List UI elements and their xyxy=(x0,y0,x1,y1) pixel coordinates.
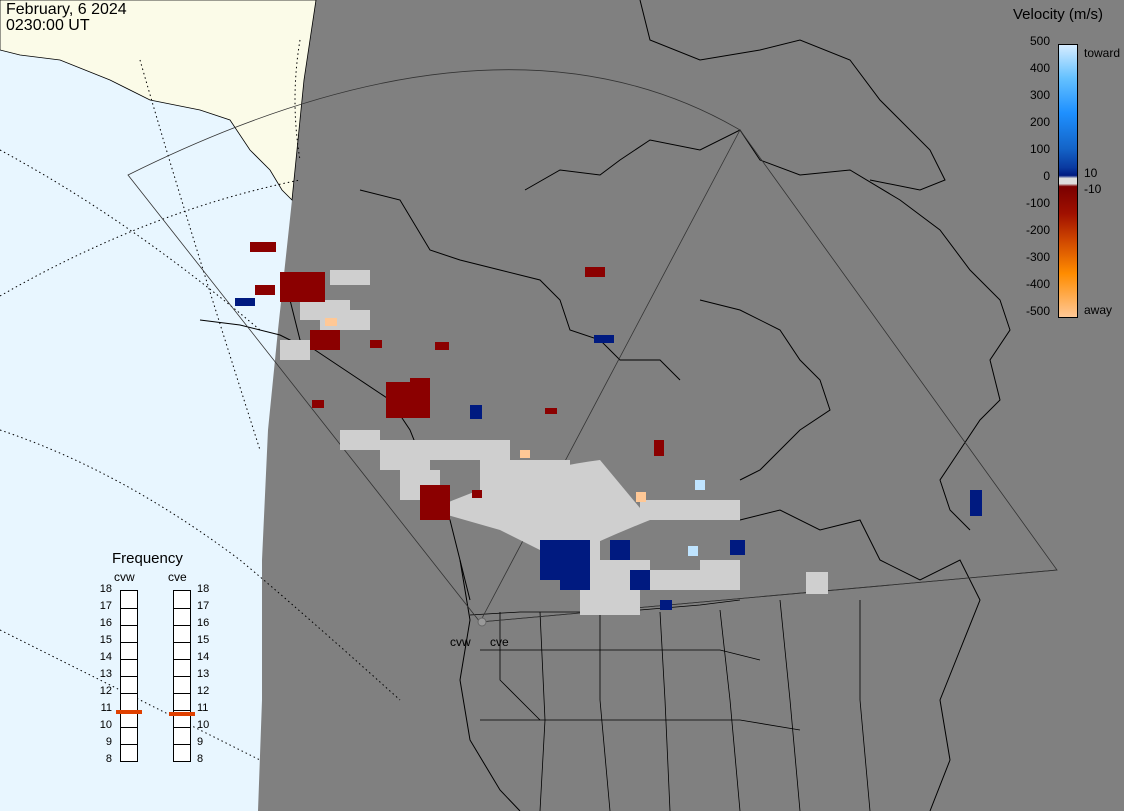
tick-inner-neg: -10 xyxy=(1084,182,1102,196)
velocity-tick: -400 xyxy=(1025,277,1050,291)
frequency-scale-box xyxy=(120,590,138,762)
plot-time: 0230:00 UT xyxy=(6,17,90,34)
frequency-tick: 12 xyxy=(197,685,210,697)
frequency-tick: 10 xyxy=(197,719,210,731)
frequency-tick: 16 xyxy=(197,617,210,629)
frequency-tick: 13 xyxy=(99,668,112,680)
frequency-tick: 8 xyxy=(105,753,112,765)
velocity-tick: -200 xyxy=(1025,223,1050,237)
frequency-tick: 14 xyxy=(197,651,210,663)
velocity-toward-cells xyxy=(235,298,982,610)
frequency-tick: 18 xyxy=(197,583,210,595)
frequency-tick: 11 xyxy=(197,702,209,714)
frequency-tick: 10 xyxy=(99,719,112,731)
alaska-land xyxy=(0,0,317,201)
velocity-tick: 300 xyxy=(1029,88,1050,102)
land-mass xyxy=(258,0,1124,811)
velocity-tick: 100 xyxy=(1029,142,1050,156)
station-marker xyxy=(477,617,487,627)
freq-radar-label-cve: cve xyxy=(168,570,187,584)
frequency-tick: 18 xyxy=(99,583,112,595)
velocity-tick: -100 xyxy=(1025,196,1050,210)
velocity-tick: 500 xyxy=(1029,34,1050,48)
frequency-marker xyxy=(169,712,195,717)
velocity-tick: 0 xyxy=(1043,169,1050,183)
frequency-tick: 14 xyxy=(99,651,112,663)
station-label-cvw: cvw xyxy=(450,635,471,649)
velocity-lightblue-cells xyxy=(688,480,705,556)
frequency-scale-box xyxy=(173,590,191,762)
toward-label: toward xyxy=(1084,46,1121,60)
velocity-tick: -500 xyxy=(1025,304,1050,318)
velocity-light-cells xyxy=(325,318,646,502)
velocity-colorbar xyxy=(1058,44,1078,318)
frequency-tick: 16 xyxy=(99,617,112,629)
frequency-tick: 8 xyxy=(197,753,204,765)
frequency-tick: 12 xyxy=(99,685,112,697)
frequency-tick: 9 xyxy=(197,736,204,748)
velocity-legend-title: Velocity (m/s) xyxy=(1013,6,1104,23)
plot-date: February, 6 2024 xyxy=(6,1,127,18)
frequency-tick: 13 xyxy=(197,668,210,680)
ground-scatter-cells xyxy=(280,270,828,615)
velocity-tick: 400 xyxy=(1029,61,1050,75)
freq-radar-label-cvw: cvw xyxy=(114,570,135,584)
frequency-title: Frequency xyxy=(112,550,183,567)
frequency-tick: 15 xyxy=(99,634,112,646)
frequency-marker xyxy=(116,710,142,715)
velocity-away-cells xyxy=(250,242,664,520)
frequency-tick: 15 xyxy=(197,634,210,646)
frequency-tick: 17 xyxy=(197,600,210,612)
graticule xyxy=(0,39,401,761)
away-label: away xyxy=(1084,303,1113,317)
tick-inner-pos: 10 xyxy=(1084,166,1098,180)
frequency-tick: 9 xyxy=(105,736,112,748)
frequency-tick: 17 xyxy=(99,600,112,612)
frequency-tick: 11 xyxy=(100,702,112,714)
station-label-cve: cve xyxy=(490,635,509,649)
velocity-tick: 200 xyxy=(1029,115,1050,129)
velocity-tick: -300 xyxy=(1025,250,1050,264)
